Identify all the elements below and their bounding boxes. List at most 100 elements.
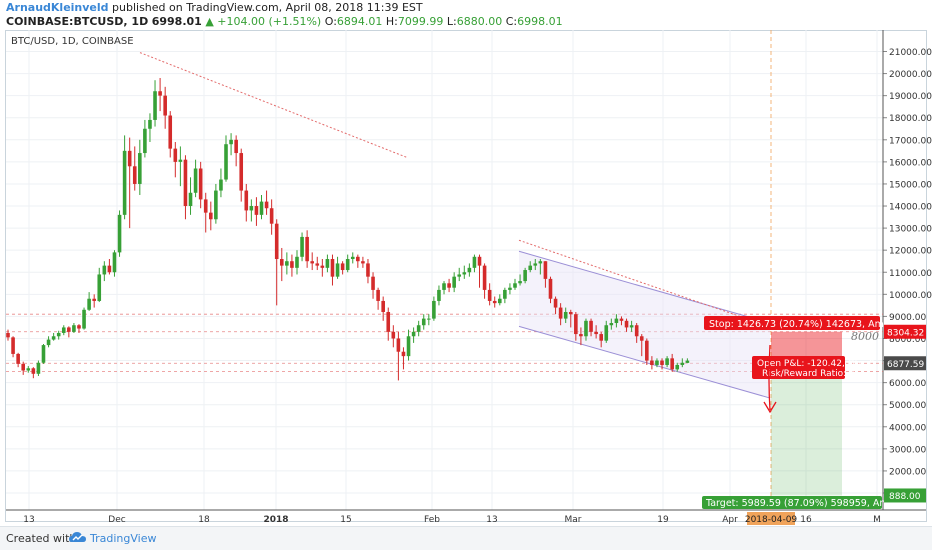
candle-body (61, 327, 66, 333)
candle-body (604, 325, 609, 341)
y-tick-label: 20000.00 (889, 70, 932, 80)
current-date-label: 2018-04-09 (745, 515, 798, 525)
candle-body (579, 334, 583, 337)
candle-body (300, 236, 304, 257)
candle-body (41, 345, 46, 363)
candle-body (122, 150, 127, 215)
y-tick-label: 21000.00 (889, 48, 932, 58)
candle-body (107, 265, 112, 273)
candle-body (203, 199, 208, 213)
y-tick-label: 10000.00 (889, 291, 932, 301)
candle-body (670, 358, 674, 370)
target-price-label: 888.00 (889, 492, 921, 502)
candle-body (168, 115, 173, 149)
candle-body (558, 307, 563, 319)
chart-frame (5, 30, 927, 522)
candle-body (325, 259, 330, 268)
low-value: 6880.00 (456, 15, 503, 28)
y-tick-label: 3000.00 (889, 445, 926, 455)
y-tick-label: 4000.00 (889, 423, 926, 433)
candle-body (229, 139, 233, 145)
candle-body (589, 320, 593, 332)
candle-body (427, 318, 431, 320)
y-tick-label: 8000.00 (889, 335, 926, 345)
author-link[interactable]: ArnaudKleinveld (6, 1, 109, 14)
candle-body (97, 274, 102, 301)
x-tick-label: 2018 (263, 515, 288, 525)
candle-body (437, 289, 441, 301)
candle-body (188, 192, 193, 207)
last-price: 6998.01 (151, 15, 202, 28)
candle-body (87, 298, 91, 310)
channel-fill (519, 251, 770, 399)
ohlc-line: COINBASE:BTCUSD, 1D 6998.01 ▲ +104.00 (+… (6, 15, 563, 28)
tradingview-cloud-icon (69, 532, 86, 542)
candle-body (132, 166, 137, 184)
candle-body (274, 223, 279, 260)
candle-body (685, 360, 690, 363)
channel-upper (518, 250, 771, 324)
candle-body (148, 119, 152, 129)
x-tick-label: 13 (486, 515, 497, 525)
candle-body (340, 263, 345, 271)
created-with-text: Created with (6, 532, 77, 545)
open-value: 6894.01 (336, 15, 383, 28)
candle-body (391, 331, 396, 339)
symbol-label: COINBASE:BTCUSD, 1D (6, 15, 149, 28)
candle-body (219, 179, 223, 191)
candle-body (518, 281, 522, 284)
y-tick-label: 13000.00 (889, 225, 932, 235)
high-label: H: (385, 15, 398, 28)
trendline-1 (139, 52, 408, 158)
y-tick-label: 11000.00 (889, 269, 932, 279)
candle-body (482, 265, 487, 290)
candle-body (254, 206, 259, 215)
published-text: published on TradingView.com, April 08, … (112, 1, 423, 14)
candle-body (92, 298, 96, 301)
candle-body (178, 159, 183, 162)
candle-body (36, 362, 41, 374)
candle-body (26, 368, 31, 371)
candle-body (634, 325, 639, 337)
candle-body (330, 259, 335, 277)
low-label: L: (446, 15, 457, 28)
candle-body (574, 314, 578, 335)
y-tick-label: 15000.00 (889, 180, 932, 190)
target-label: Target: 5989.59 (87.09%) 598959, Amount: (705, 498, 913, 509)
publication-line: ArnaudKleinveld published on TradingView… (6, 1, 423, 14)
candle-body (584, 320, 588, 337)
candle-body (371, 276, 375, 290)
candle-body (614, 318, 619, 324)
candle-body (477, 256, 482, 266)
channel-lower (518, 325, 771, 399)
candle-body (406, 336, 411, 357)
tradingview-brand[interactable]: TradingView (90, 532, 157, 545)
candle-body (315, 263, 320, 266)
candle-body (416, 325, 421, 332)
candle-body (350, 256, 355, 260)
date-label-bg (747, 512, 795, 525)
x-tick-label: Mar (565, 515, 582, 525)
candle-body (401, 351, 406, 357)
candle-body (16, 353, 20, 364)
candle-body (624, 320, 629, 328)
candle-body (447, 283, 451, 288)
candle-body (21, 363, 26, 371)
candle-body (442, 283, 446, 290)
candle-body (77, 325, 81, 329)
candle-body (650, 360, 654, 365)
candle-body (335, 263, 340, 277)
candle-body (11, 337, 15, 354)
candle-body (366, 263, 370, 277)
candle-body (538, 261, 543, 264)
open-label: O: (324, 15, 337, 28)
candle-body (285, 261, 289, 266)
candle-body (345, 259, 350, 271)
rr-text: Risk/Reward Ratio: 4.2 (762, 369, 863, 379)
candle-body (386, 311, 391, 332)
candle-body (153, 91, 157, 120)
candle-body (599, 334, 603, 341)
y-tick-label: 19000.00 (889, 92, 932, 102)
